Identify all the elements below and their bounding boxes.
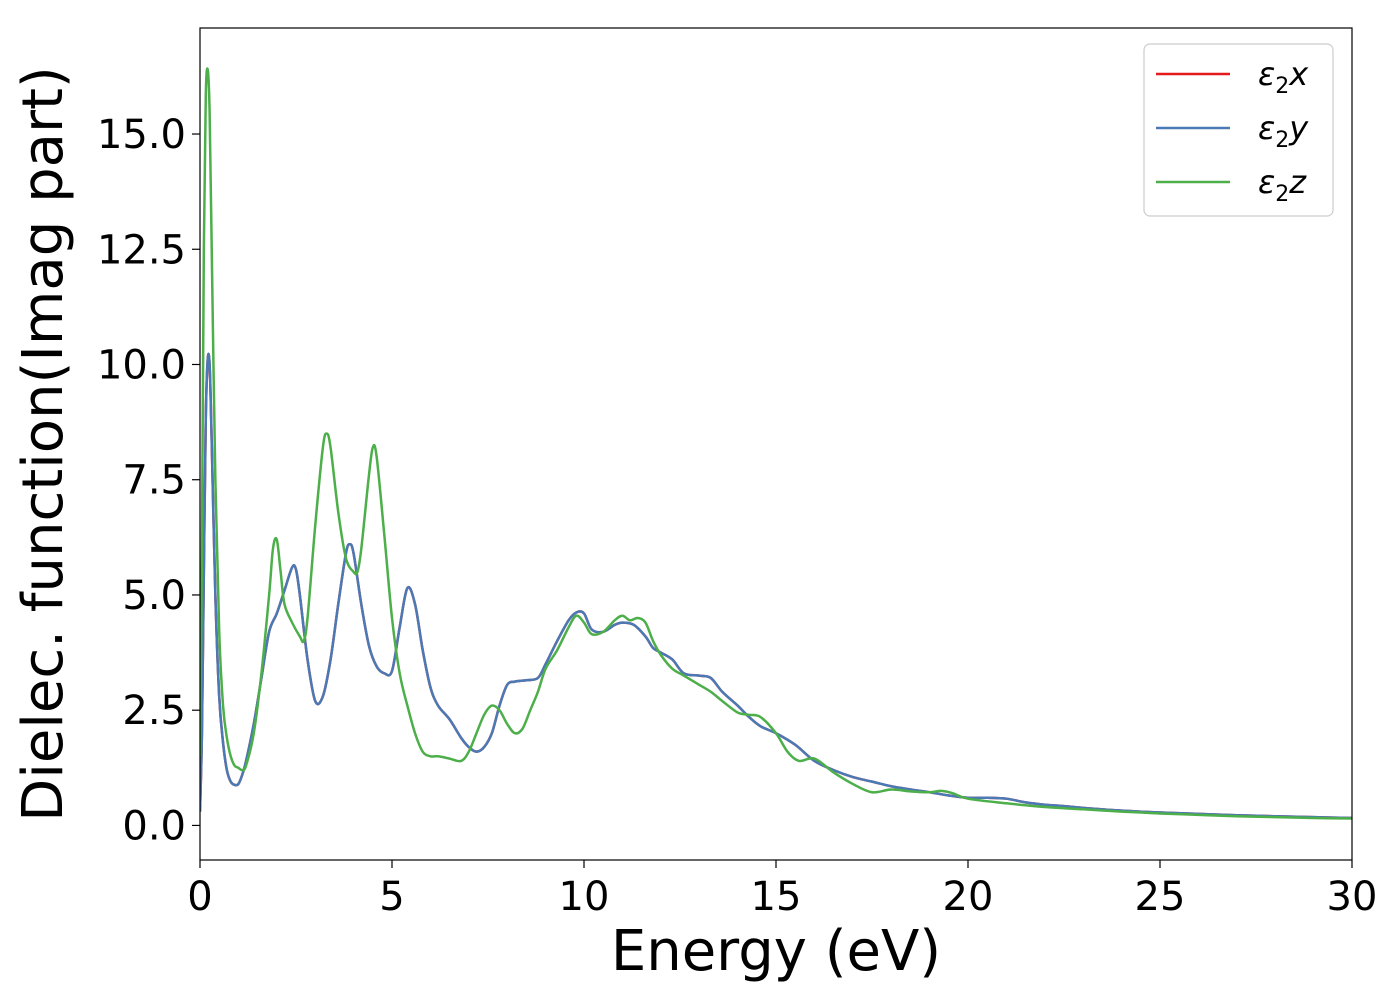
legend-subscript: 2 (1275, 74, 1289, 99)
series-line-y (200, 352, 1352, 820)
plot-area (200, 67, 1352, 820)
x-tick-label: 15 (751, 874, 802, 920)
x-axis-label: Energy (eV) (611, 919, 941, 984)
series-line-z (200, 67, 1352, 820)
legend-symbol: ε (1258, 109, 1275, 147)
x-tick-label: 20 (943, 874, 994, 920)
y-tick-label: 15.0 (97, 112, 186, 158)
y-tick-label: 10.0 (97, 342, 186, 388)
legend-box (1143, 43, 1334, 217)
legend-symbol: ε (1258, 163, 1275, 201)
legend-symbol: ε (1258, 55, 1275, 93)
legend-subscript: 2 (1275, 182, 1289, 207)
legend-variable: z (1288, 163, 1307, 201)
series-line-x (200, 352, 1352, 820)
legend-label-x: ε2x (1258, 55, 1309, 99)
y-tick-label: 0.0 (122, 803, 186, 849)
x-tick-label: 0 (187, 874, 212, 920)
legend-variable: x (1288, 55, 1309, 93)
y-tick-label: 5.0 (122, 573, 186, 619)
y-tick-label: 12.5 (97, 227, 186, 273)
y-axis: 0.0 2.5 5.0 7.5 10.0 12.5 15.0 (97, 112, 200, 849)
x-tick-label: 25 (1135, 874, 1186, 920)
y-tick-label: 2.5 (122, 688, 186, 734)
y-axis-label: Dielec. function(Imag part) (11, 66, 76, 822)
x-tick-label: 30 (1327, 874, 1378, 920)
x-tick-label: 5 (379, 874, 404, 920)
legend-subscript: 2 (1275, 128, 1289, 153)
legend-label-y: ε2y (1258, 109, 1309, 153)
x-tick-label: 10 (559, 874, 610, 920)
y-tick-label: 7.5 (122, 458, 186, 504)
legend-label-z: ε2z (1258, 163, 1307, 207)
legend-variable: y (1288, 109, 1309, 147)
x-axis: 0 5 10 15 20 25 30 (187, 860, 1377, 920)
